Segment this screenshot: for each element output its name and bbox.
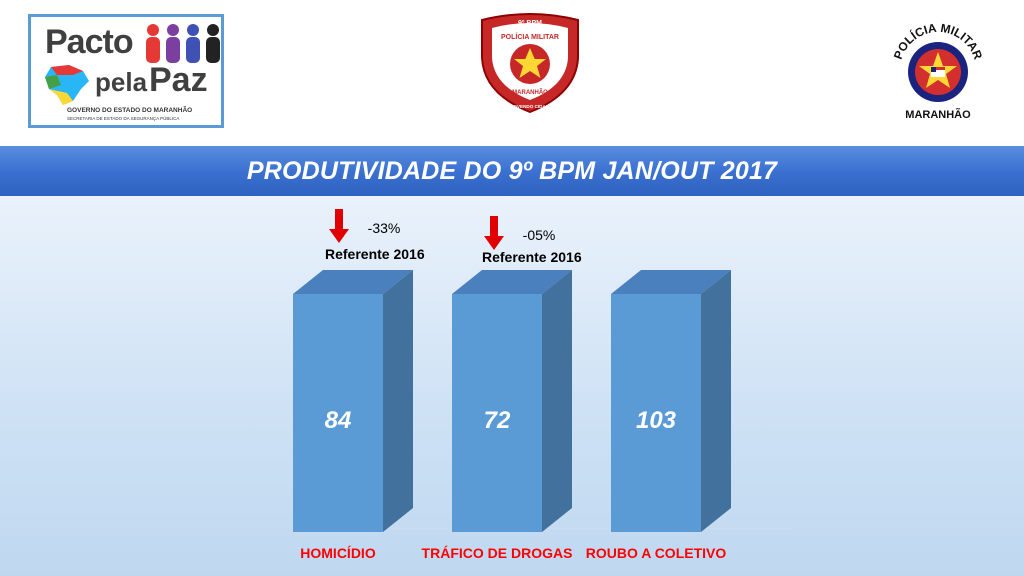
badge-line1-text: POLÍCIA MILITAR [501,32,559,41]
children-figures-icon [146,24,220,63]
bar-1 [293,294,383,532]
annotation-note: Referente 2016 [482,249,582,265]
badge-top-text: 9º BPM [518,20,542,27]
bar-top-face [611,270,731,294]
annotation-change: -05% [523,227,556,243]
logo-word-paz: Paz [149,61,208,99]
logo-word-pacto: Pacto [45,23,134,61]
logo-word-pela: pela [95,67,148,97]
down-arrow-icon [484,216,504,250]
data-label: 84 [325,407,352,434]
annotation-change: -33% [368,220,401,236]
bar-top-face [293,270,413,294]
logo-government-text: GOVERNO DO ESTADO DO MARANHÃO [67,107,193,114]
category-label: TRÁFICO DE DROGAS [422,545,573,561]
bar-2 [452,294,542,532]
bar-side-face [383,270,413,532]
category-label: HOMICÍDIO [300,545,376,561]
data-label: 103 [636,407,677,434]
bar-side-face [701,270,731,532]
9bpm-badge: 9º BPM POLÍCIA MILITAR MARANHÃO PROMOVEN… [481,13,579,114]
seal-bottom-text: MARANHÃO [905,108,971,121]
bar-side-face [542,270,572,532]
data-label: 72 [484,407,511,434]
annotation-note: Referente 2016 [325,246,425,262]
header: Pacto pela Paz GOVERNO DO ESTADO DO MARA… [0,0,1024,140]
pacto-pela-paz-logo: Pacto pela Paz GOVERNO DO ESTADO DO MARA… [28,14,224,128]
maranhao-map-icon [45,65,89,105]
logo-secretariat-text: SECRETARIA DE ESTADO DA SEGURANÇA PÚBLIC… [67,116,180,121]
title-banner: PRODUTIVIDADE DO 9º BPM JAN/OUT 2017 [0,146,1024,196]
badge-line2-text: MARANHÃO [512,89,548,96]
policia-militar-seal: POLÍCIA MILITAR MARANHÃO [891,21,986,121]
badge-bottom-text: PROMOVENDO CIDADANIA [500,104,561,109]
bar-top-face [452,270,572,294]
down-arrow-icon [329,209,349,243]
bar-3 [611,294,701,532]
category-label: ROUBO A COLETIVO [586,545,727,561]
chart-title: PRODUTIVIDADE DO 9º BPM JAN/OUT 2017 [246,156,778,185]
